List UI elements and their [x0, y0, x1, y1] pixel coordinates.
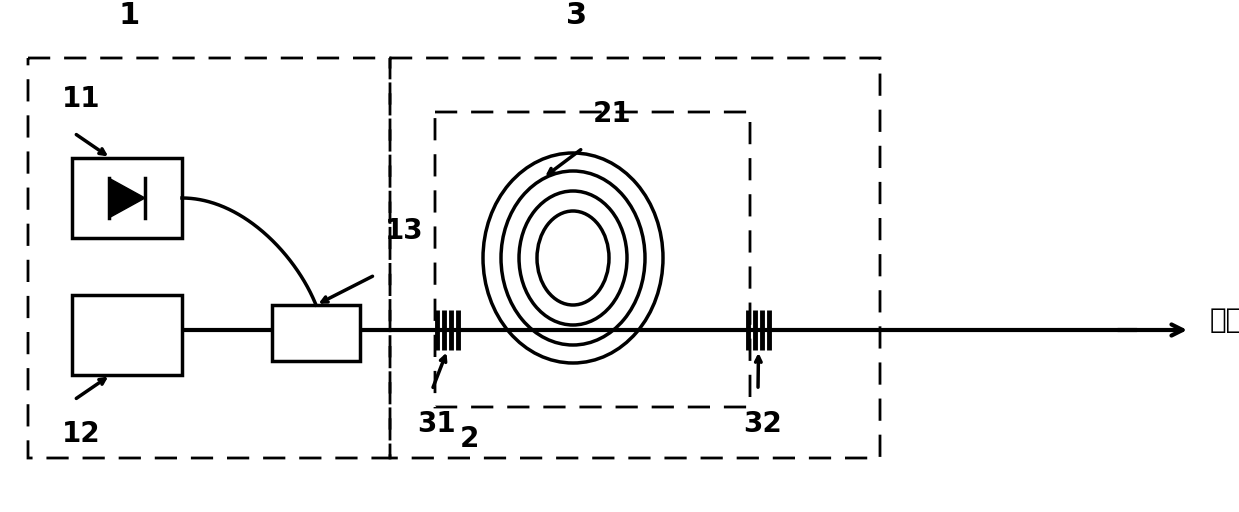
Text: 2: 2: [460, 425, 479, 453]
Text: 31: 31: [418, 410, 456, 438]
Text: 32: 32: [743, 410, 782, 438]
Text: 13: 13: [385, 217, 424, 245]
FancyBboxPatch shape: [72, 295, 182, 375]
FancyBboxPatch shape: [72, 158, 182, 238]
Text: 21: 21: [593, 100, 632, 128]
Polygon shape: [109, 178, 145, 218]
Text: 11: 11: [62, 85, 100, 113]
Text: 12: 12: [62, 420, 100, 448]
FancyBboxPatch shape: [273, 305, 361, 361]
Text: 激光输出: 激光输出: [1211, 306, 1239, 334]
Text: 1: 1: [119, 1, 140, 30]
Text: 3: 3: [566, 1, 587, 30]
